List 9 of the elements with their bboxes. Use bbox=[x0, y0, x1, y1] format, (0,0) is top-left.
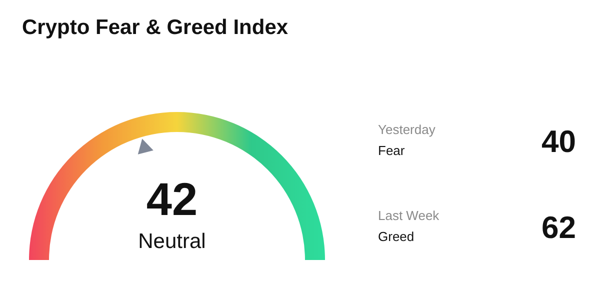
text: Crypto Fear & Greed Index bbox=[22, 16, 288, 40]
category-label: Fear bbox=[378, 143, 405, 158]
data-label: 42 bbox=[145, 172, 199, 226]
data-label: 40 bbox=[542, 124, 576, 160]
category-label: Neutral bbox=[137, 230, 207, 254]
text: Last Week bbox=[378, 208, 440, 223]
data-label: 62 bbox=[542, 210, 576, 246]
text: Yesterday bbox=[378, 122, 436, 137]
category-label: Greed bbox=[378, 229, 414, 244]
